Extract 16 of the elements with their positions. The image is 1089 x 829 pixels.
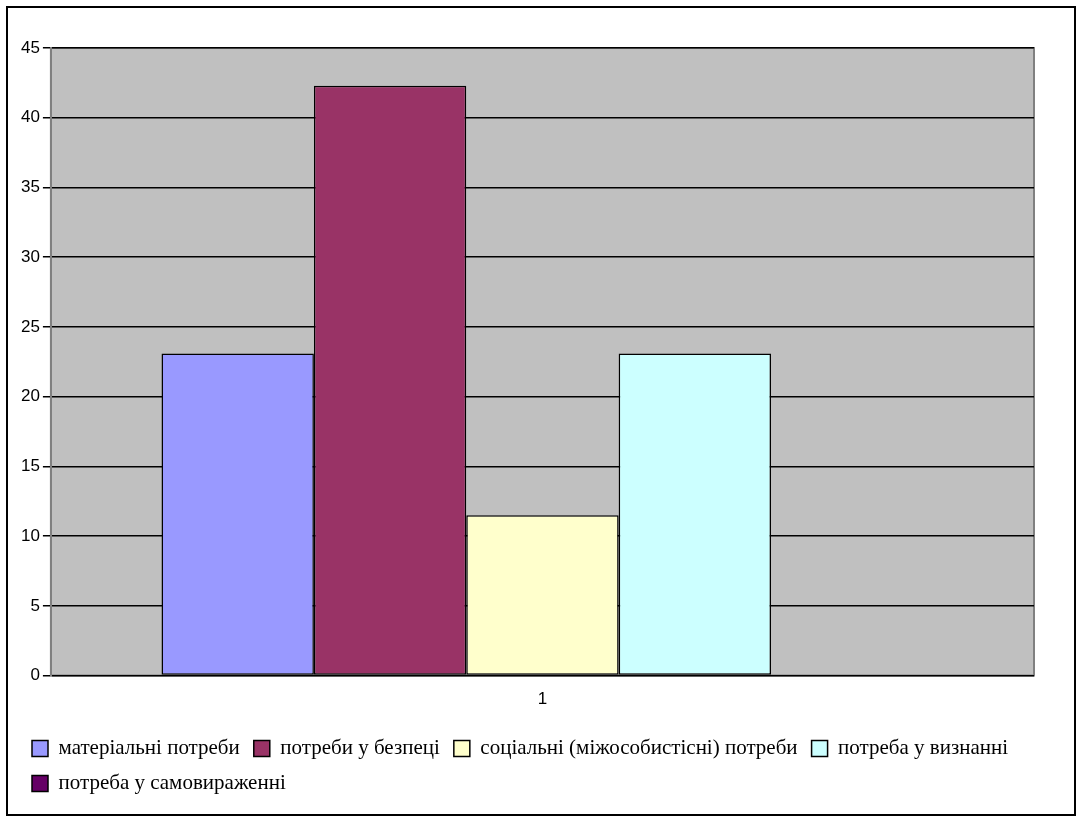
y-tick-label: 45 [20,37,40,57]
y-tick-label: 10 [20,525,40,545]
y-tick-label: 15 [20,456,40,476]
legend-label: потреби у безпеці [280,735,440,760]
y-tick-label: 25 [20,316,40,336]
legend-label: потреба у самовираженні [58,770,286,795]
x-tick-label: 1 [537,689,548,709]
y-tick-label: 5 [30,595,40,615]
legend-label: потреба у визнанні [838,735,1009,760]
y-tick-label: 40 [20,107,40,127]
y-tick-label: 20 [20,386,40,406]
y-tick-label: 0 [30,665,40,685]
legend-label: матеріальні потреби [58,735,240,760]
y-tick-label: 30 [20,246,40,266]
y-tick-label: 35 [20,177,40,197]
legend-label: соціальні (міжособистісні) потреби [480,735,798,760]
